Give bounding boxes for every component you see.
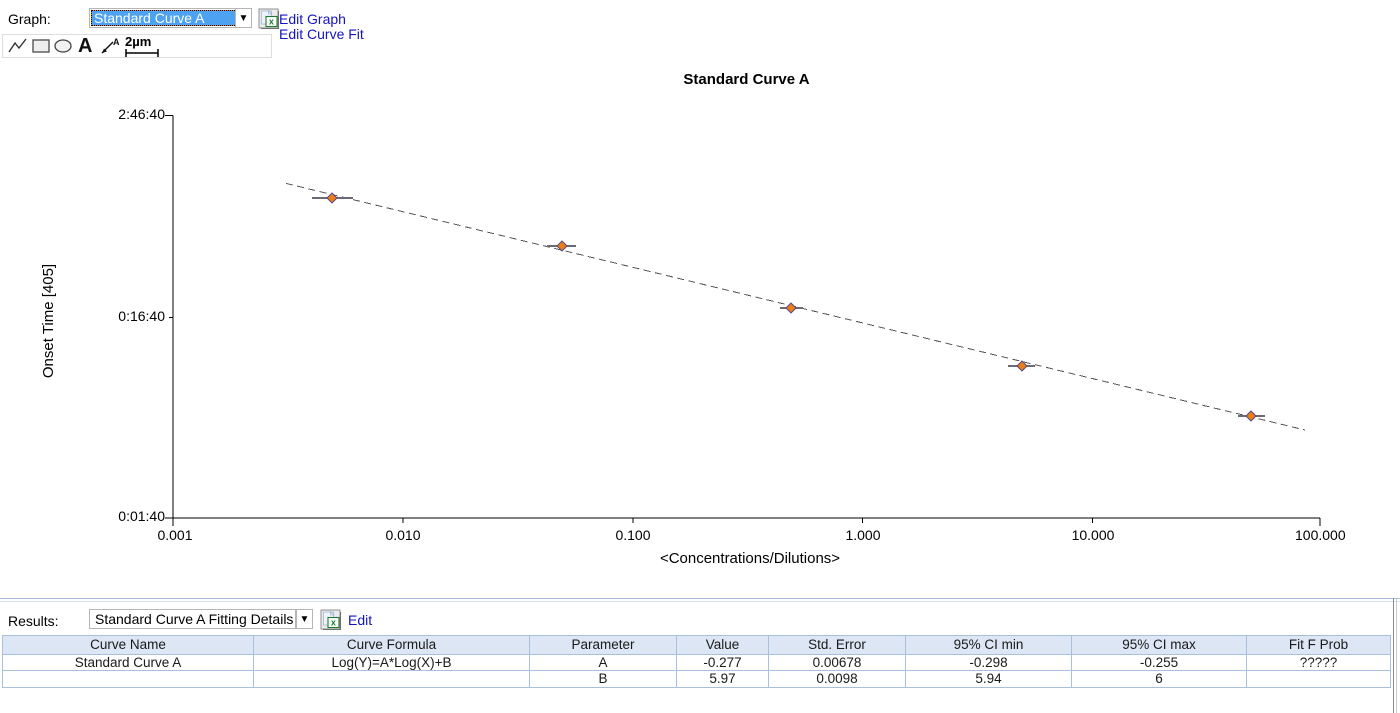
svg-text:x: x bbox=[269, 17, 274, 27]
svg-text:A: A bbox=[113, 37, 120, 47]
svg-text:x: x bbox=[331, 618, 336, 628]
